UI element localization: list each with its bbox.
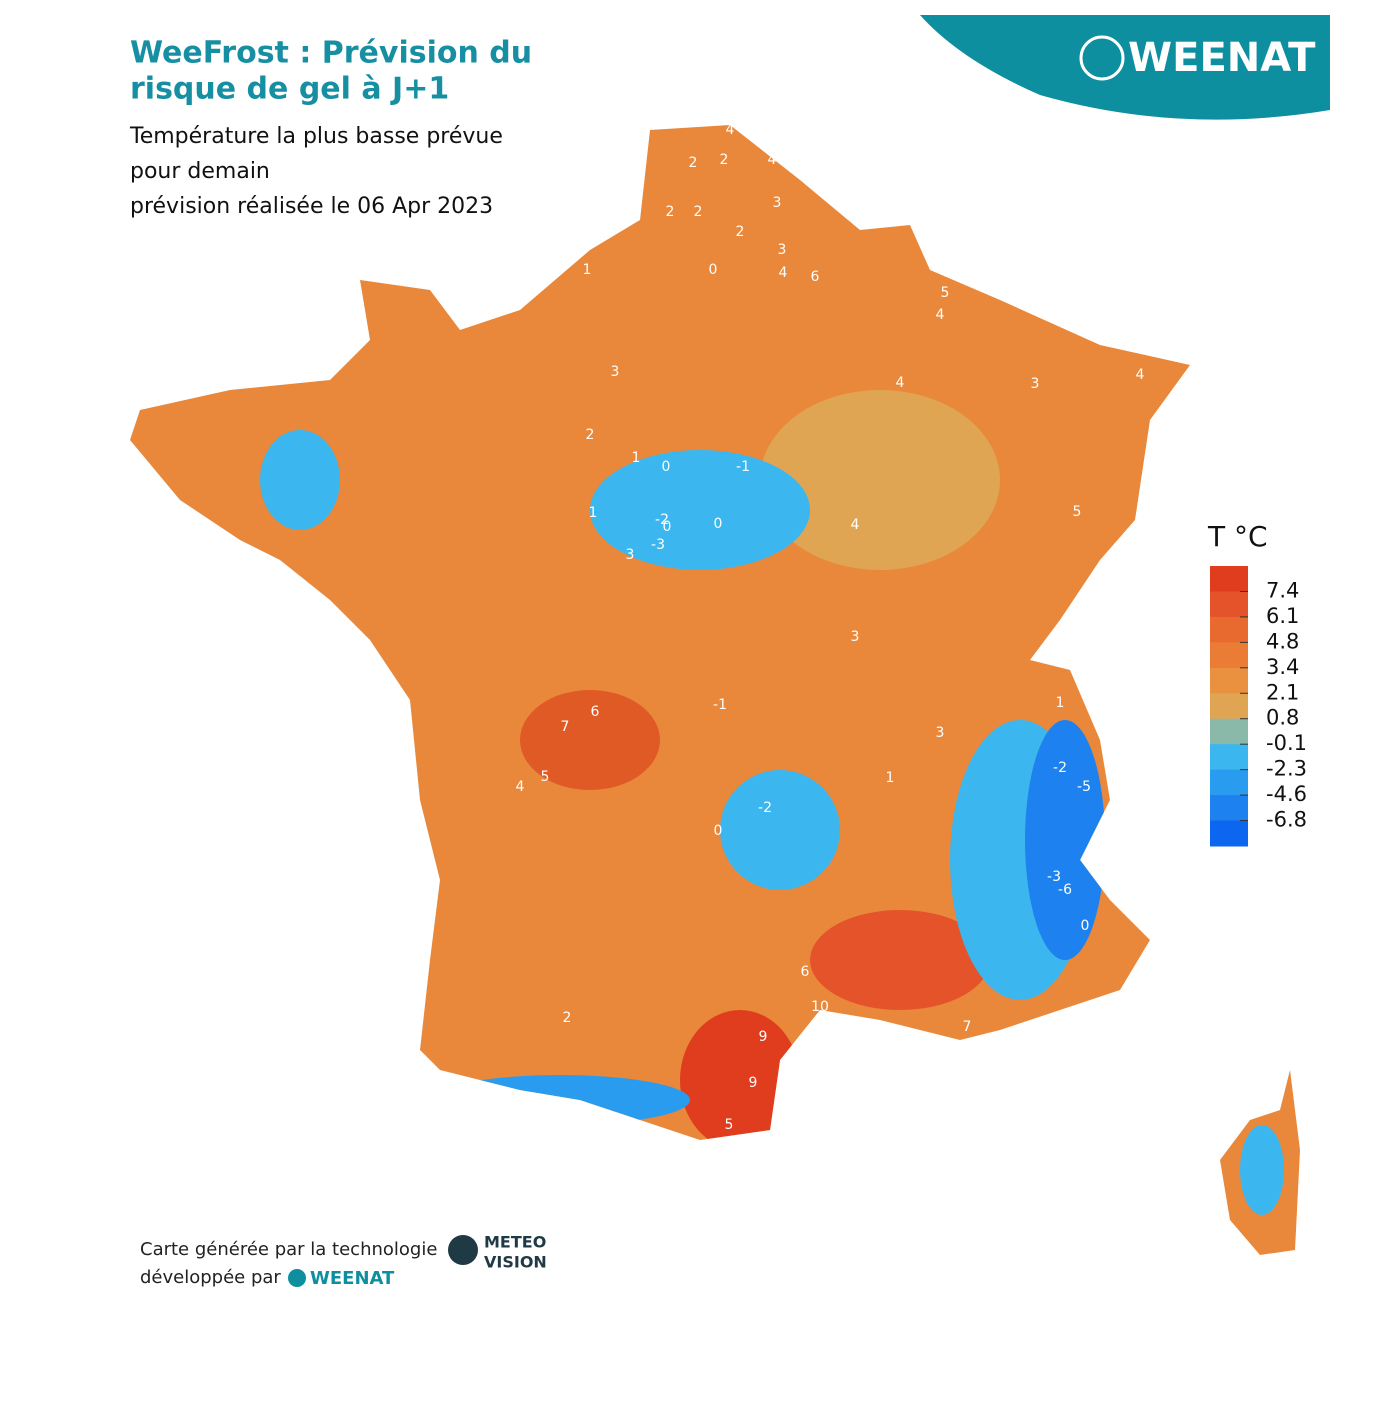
- legend-swatch: [1210, 667, 1248, 694]
- map-label: 4: [896, 375, 905, 391]
- legend: T °C 7.46.14.83.42.10.8-0.1-2.3-4.6-6.8: [1207, 520, 1307, 847]
- meteovision-text: VISION: [484, 1253, 547, 1272]
- map-label: 6: [801, 964, 810, 980]
- meteovision-text: METEO: [484, 1233, 546, 1252]
- corsica-relief: [1240, 1125, 1284, 1215]
- map-label: 7: [963, 1019, 972, 1035]
- map-label: 2: [666, 204, 675, 220]
- legend-label: 2.1: [1266, 680, 1299, 704]
- map-label: 6: [811, 269, 820, 285]
- map-label: 9: [749, 1075, 758, 1091]
- map-label: -1: [736, 459, 750, 475]
- map-label: 7: [561, 719, 570, 735]
- map-label: -2: [1053, 760, 1067, 776]
- legend-label: -6.8: [1266, 808, 1307, 832]
- map-label: -1: [713, 697, 727, 713]
- subtitle: Température la plus basse prévue: [129, 124, 503, 149]
- logo-icon: [1079, 35, 1125, 81]
- map-label: 1: [886, 770, 895, 786]
- legend-label: 3.4: [1266, 655, 1299, 679]
- map-label: -2: [758, 800, 772, 816]
- map-label: 0: [1081, 918, 1090, 934]
- legend-label: 6.1: [1266, 604, 1299, 628]
- legend-label: 4.8: [1266, 629, 1299, 653]
- subtitle: prévision réalisée le 06 Apr 2023: [130, 194, 493, 219]
- legend-swatch: [1210, 693, 1248, 720]
- map-label: 2: [586, 427, 595, 443]
- map-label: 4: [726, 122, 735, 138]
- legend-swatch: [1210, 616, 1248, 643]
- map-label: 6: [591, 704, 600, 720]
- legend-swatch: [1210, 769, 1248, 796]
- footer-text: Carte générée par la technologie: [140, 1239, 437, 1260]
- map-label: 4: [851, 517, 860, 533]
- map-label: 4: [516, 779, 525, 795]
- map-label: 5: [541, 769, 550, 785]
- map-label: 4: [768, 152, 777, 168]
- map-label: 3: [611, 364, 620, 380]
- legend-swatch: [1210, 795, 1248, 822]
- legend-label: -0.1: [1266, 731, 1307, 755]
- map-label: 4: [1136, 367, 1145, 383]
- map-label: 2: [563, 1010, 572, 1026]
- map-label: 1: [589, 505, 598, 521]
- map-label: 4: [936, 307, 945, 323]
- map-label: 3: [773, 195, 782, 211]
- map-label: 5: [941, 285, 950, 301]
- legend-swatch: [1210, 718, 1248, 745]
- map-label: 2: [689, 155, 698, 171]
- map-label: 0: [662, 459, 671, 475]
- map-label: 0: [663, 519, 672, 535]
- map-label: 2: [694, 204, 703, 220]
- map-label: -6: [1058, 882, 1072, 898]
- map-label: 3: [1031, 376, 1040, 392]
- map-label: 5: [1073, 504, 1082, 520]
- map-label: 3: [936, 725, 945, 741]
- subtitle: pour demain: [130, 159, 270, 184]
- legend-swatch: [1210, 566, 1248, 592]
- title: WeeFrost : Prévision du: [130, 36, 532, 71]
- map-label: 1: [583, 262, 592, 278]
- legend-swatch: [1210, 642, 1248, 669]
- legend-swatch: [1210, 744, 1248, 771]
- legend-label: -2.3: [1266, 757, 1307, 781]
- meteovision-icon: [448, 1235, 478, 1265]
- logo-text: WEENAT: [1128, 35, 1316, 81]
- title: risque de gel à J+1: [130, 72, 449, 107]
- legend-swatch: [1210, 820, 1248, 847]
- map-label: 4: [779, 265, 788, 281]
- legend-label: 0.8: [1266, 706, 1299, 730]
- map-label: 10: [811, 999, 829, 1015]
- map-label: -3: [1047, 869, 1061, 885]
- map-label: 5: [725, 1117, 734, 1133]
- map-label: 3: [778, 242, 787, 258]
- map-label: 9: [759, 1029, 768, 1045]
- footer-logo-icon: [288, 1269, 306, 1287]
- footer-text: développée par: [140, 1267, 281, 1288]
- map-label: -5: [1077, 779, 1091, 795]
- header-banner: [920, 15, 1330, 120]
- france-map: [130, 125, 1190, 1140]
- map-label: 0: [714, 516, 723, 532]
- map-label: 1: [632, 450, 641, 466]
- map-label: -2: [655, 512, 669, 528]
- map-label: 3: [851, 629, 860, 645]
- map-label: 1: [1056, 695, 1065, 711]
- legend-label: -4.6: [1266, 782, 1307, 806]
- map-label: -3: [651, 537, 665, 553]
- legend-title: T °C: [1207, 520, 1268, 553]
- footer-logo: WEENAT: [310, 1268, 395, 1289]
- map-label: 2: [736, 224, 745, 240]
- map-label: 0: [709, 262, 718, 278]
- map-label: 3: [626, 547, 635, 563]
- legend-label: 7.4: [1266, 578, 1299, 602]
- map-label: 0: [714, 823, 723, 839]
- legend-swatch: [1210, 591, 1248, 618]
- map-label: 2: [720, 152, 729, 168]
